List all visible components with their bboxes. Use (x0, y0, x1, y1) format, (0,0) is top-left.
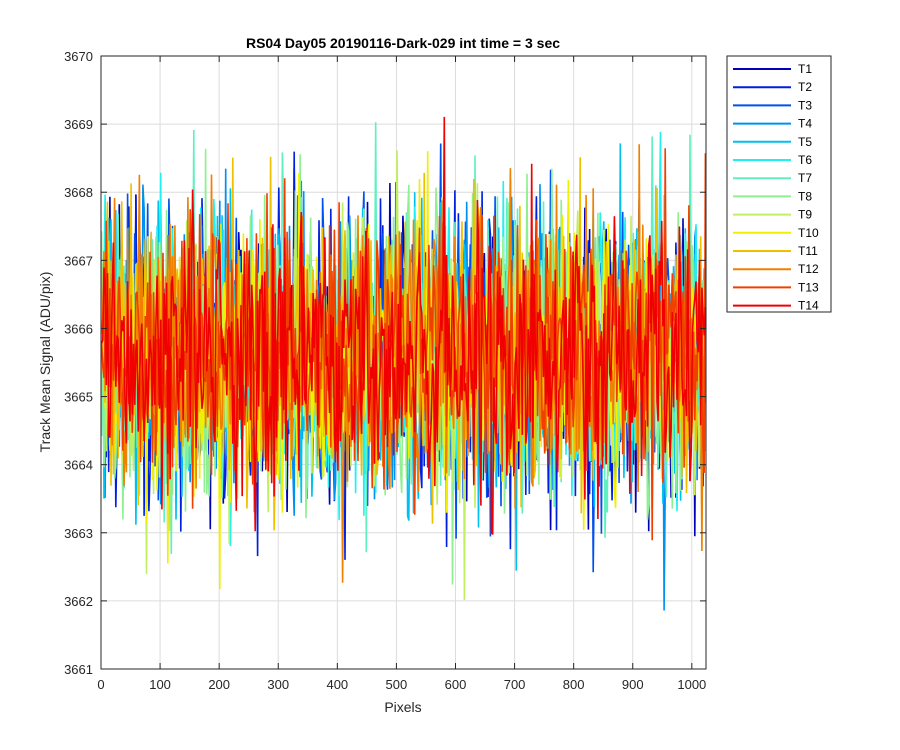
x-tick-label: 400 (326, 677, 348, 692)
legend: T1 T2 T3 T4 T5 T6 T7 T8 T9 T10 T11 T12 T13 T14 (726, 55, 832, 313)
x-tick-label: 0 (97, 677, 104, 692)
x-axis-label: Pixels (384, 699, 421, 715)
legend-label-t1: T1 (798, 62, 812, 76)
x-tick-label: 600 (445, 677, 467, 692)
y-tick-label: 3664 (64, 458, 93, 473)
y-tick-label: 3668 (64, 185, 93, 200)
x-tick-label: 500 (386, 677, 408, 692)
x-tick-label: 100 (149, 677, 171, 692)
x-tick-label: 1000 (677, 677, 706, 692)
x-tick-label: 200 (208, 677, 230, 692)
x-tick-label: 900 (622, 677, 644, 692)
x-tick-label: 800 (563, 677, 585, 692)
legend-label-t12: T12 (798, 262, 819, 276)
legend-label-t14: T14 (798, 299, 819, 313)
y-tick-label: 3663 (64, 526, 93, 541)
x-tick-label: 700 (504, 677, 526, 692)
legend-label-t4: T4 (798, 117, 812, 131)
y-tick-label: 3665 (64, 390, 93, 405)
y-tick-label: 3670 (64, 49, 93, 64)
legend-label-t5: T5 (798, 135, 812, 149)
y-tick-label: 3669 (64, 117, 93, 132)
legend-label-t6: T6 (798, 153, 812, 167)
legend-label-t11: T11 (798, 244, 818, 258)
series-line-t13 (100, 148, 707, 541)
legend-label-t9: T9 (798, 208, 812, 222)
series-line-t14 (100, 116, 707, 535)
y-axis-label: Track Mean Signal (ADU/pix) (37, 272, 53, 453)
legend-label-t2: T2 (798, 80, 812, 94)
y-tick-label: 3667 (64, 253, 93, 268)
series-lines (100, 116, 707, 611)
chart-title: RS04 Day05 20190116-Dark-029 int time = … (246, 35, 560, 51)
legend-label-t13: T13 (798, 280, 819, 294)
axes-box (100, 55, 707, 670)
legend-label-t8: T8 (798, 189, 812, 203)
y-tick-label: 3662 (64, 594, 93, 609)
y-tick-label: 3666 (64, 321, 93, 336)
y-tick-label: 3661 (64, 662, 93, 677)
x-tick-label: 300 (267, 677, 289, 692)
legend-label-t3: T3 (798, 98, 812, 112)
legend-label-t10: T10 (798, 226, 819, 240)
axis-ticks: 0 100 200 300 400 500 600 700 800 900 1000 3661 3662… (64, 49, 706, 692)
legend-label-t7: T7 (798, 171, 812, 185)
